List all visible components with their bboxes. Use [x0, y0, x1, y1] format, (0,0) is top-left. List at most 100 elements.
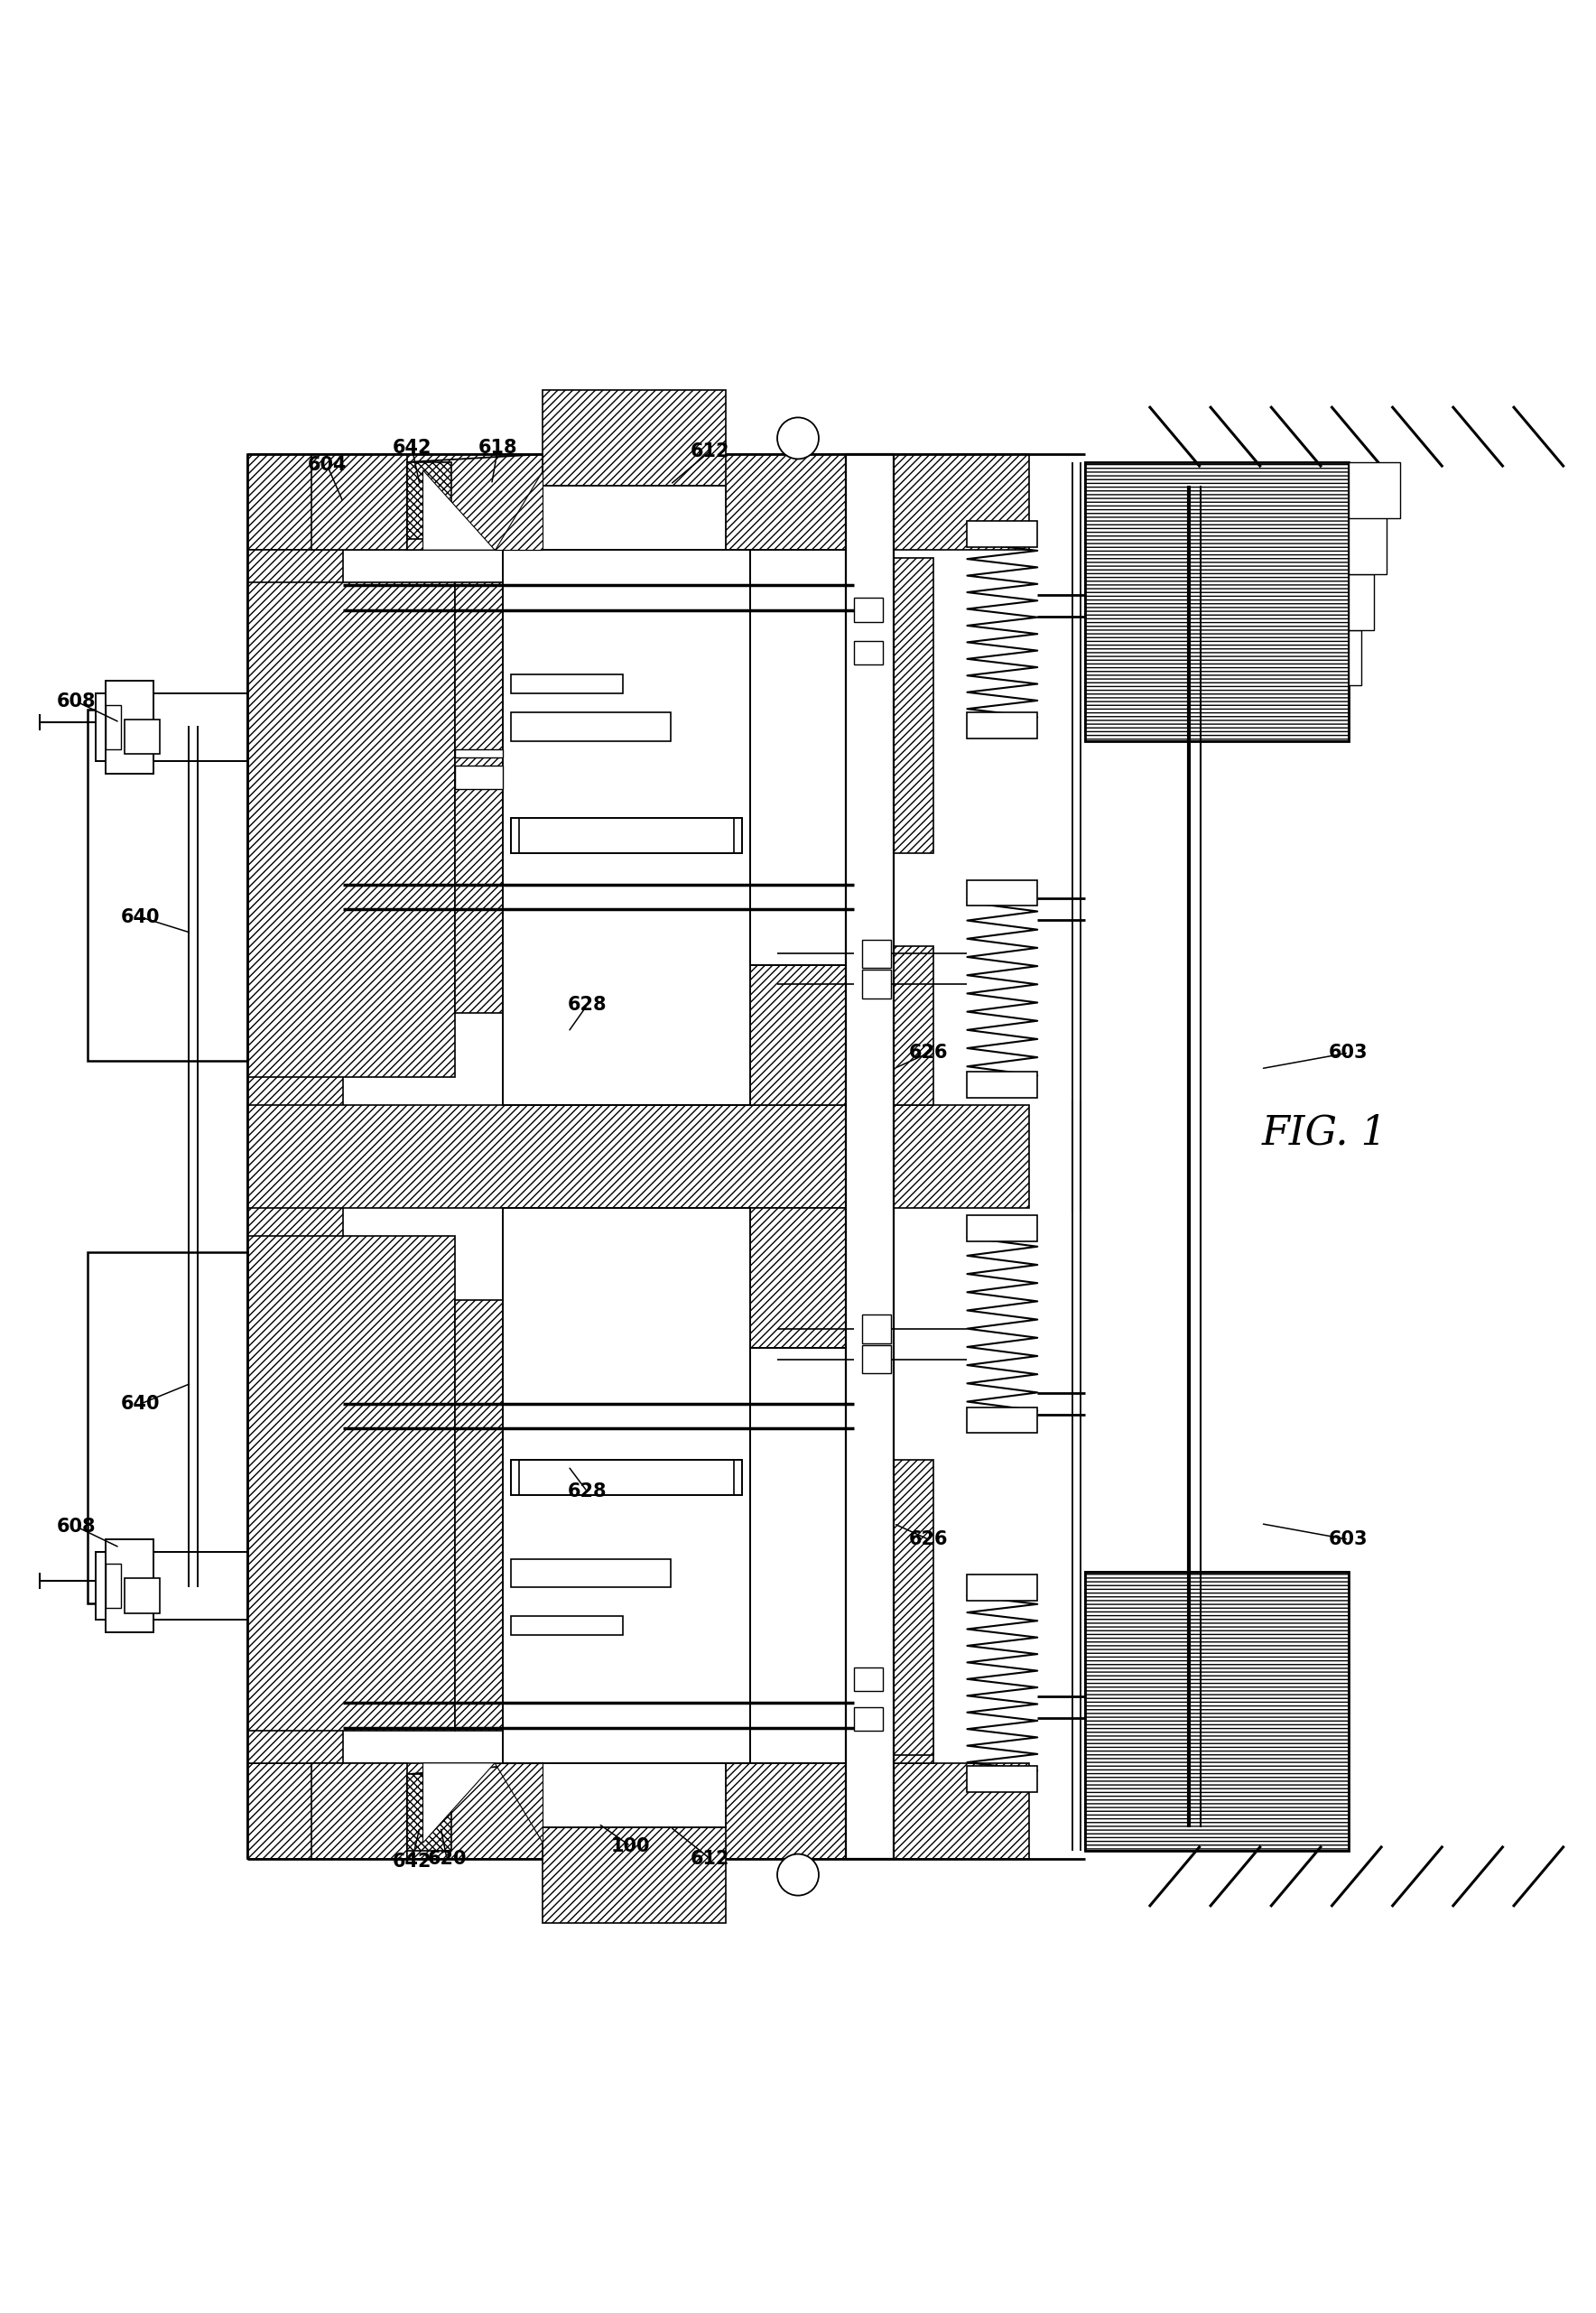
Text: 628: 628	[568, 997, 606, 1013]
Bar	[854, 641, 883, 664]
Bar	[967, 1575, 1037, 1601]
Bar	[543, 486, 726, 550]
Bar	[854, 597, 883, 622]
Bar	[407, 463, 452, 539]
Bar	[750, 550, 862, 965]
Text: 612: 612	[691, 1850, 729, 1869]
Bar	[247, 1587, 343, 1763]
Bar	[105, 680, 153, 773]
Bar	[1349, 463, 1400, 518]
Bar	[247, 1237, 455, 1730]
Text: 640: 640	[121, 909, 160, 925]
Bar	[543, 1827, 726, 1922]
Bar	[854, 557, 934, 853]
Bar	[455, 583, 503, 1013]
Text: 628: 628	[568, 1483, 606, 1501]
Bar	[247, 453, 1029, 550]
Bar	[854, 1460, 934, 1756]
Text: 642: 642	[393, 1853, 431, 1871]
Bar	[247, 1106, 1029, 1207]
Bar	[854, 946, 934, 1106]
Bar	[96, 1552, 247, 1619]
Bar	[511, 819, 742, 853]
Bar	[455, 1300, 503, 1730]
Bar	[311, 1763, 407, 1860]
Text: 626: 626	[910, 1531, 948, 1550]
Bar	[1085, 1571, 1349, 1850]
Bar	[750, 550, 854, 1106]
Bar	[862, 1344, 891, 1374]
Bar	[750, 1207, 854, 1763]
Polygon shape	[495, 1763, 543, 1843]
Bar	[1349, 574, 1374, 629]
Text: 603: 603	[1329, 1531, 1368, 1550]
Bar	[854, 1668, 883, 1691]
Bar	[96, 694, 247, 761]
Bar	[967, 881, 1037, 907]
Bar	[543, 1763, 726, 1827]
Bar	[311, 453, 407, 550]
Bar	[1085, 463, 1349, 742]
Bar	[503, 1207, 750, 1763]
Text: 603: 603	[1329, 1043, 1368, 1062]
Text: 640: 640	[121, 1395, 160, 1413]
Bar	[455, 749, 503, 756]
Bar	[247, 925, 343, 1108]
Text: 612: 612	[691, 442, 729, 460]
Bar	[503, 550, 750, 1106]
Bar	[511, 1617, 622, 1635]
Bar	[511, 675, 622, 694]
Bar	[967, 1767, 1037, 1793]
Polygon shape	[423, 470, 495, 550]
Bar	[247, 583, 455, 1076]
Polygon shape	[423, 1763, 495, 1843]
Bar	[750, 550, 862, 965]
Text: 604: 604	[308, 456, 346, 474]
Bar	[124, 1577, 160, 1612]
Text: 642: 642	[393, 439, 431, 458]
Text: 620: 620	[428, 1850, 466, 1869]
Bar	[854, 1603, 934, 1763]
Circle shape	[777, 416, 819, 458]
Bar	[967, 1071, 1037, 1096]
Bar	[1085, 463, 1349, 742]
Bar	[967, 712, 1037, 738]
Bar	[88, 710, 247, 1062]
Bar	[750, 1348, 862, 1763]
Bar	[543, 391, 726, 486]
Bar	[511, 1559, 670, 1587]
Text: 100: 100	[611, 1837, 650, 1855]
Bar	[124, 719, 160, 754]
Bar	[455, 766, 503, 789]
Bar	[967, 1217, 1037, 1242]
Bar	[247, 550, 343, 726]
Text: 618: 618	[479, 439, 517, 458]
Bar	[511, 712, 670, 742]
Bar	[1085, 1571, 1349, 1850]
Bar	[862, 1314, 891, 1344]
Bar	[862, 969, 891, 999]
Bar	[967, 520, 1037, 546]
Bar	[511, 1460, 742, 1494]
Text: 626: 626	[910, 1043, 948, 1062]
Text: 608: 608	[57, 1517, 96, 1536]
Polygon shape	[495, 470, 543, 550]
Bar	[247, 1205, 343, 1388]
Polygon shape	[407, 1763, 543, 1860]
Bar	[854, 1707, 883, 1730]
Bar	[105, 1540, 153, 1633]
Polygon shape	[407, 453, 543, 550]
Bar	[407, 1774, 452, 1850]
Text: FIG. 1: FIG. 1	[1262, 1113, 1387, 1152]
Text: 608: 608	[57, 692, 96, 710]
Bar	[1349, 629, 1361, 685]
Bar	[88, 1251, 247, 1603]
Bar	[750, 1348, 862, 1763]
Bar	[247, 1763, 1029, 1860]
Circle shape	[777, 1855, 819, 1897]
Bar	[846, 453, 894, 1860]
Bar	[105, 705, 121, 749]
Bar	[105, 1564, 121, 1608]
Bar	[1349, 511, 1387, 574]
Bar	[862, 939, 891, 969]
